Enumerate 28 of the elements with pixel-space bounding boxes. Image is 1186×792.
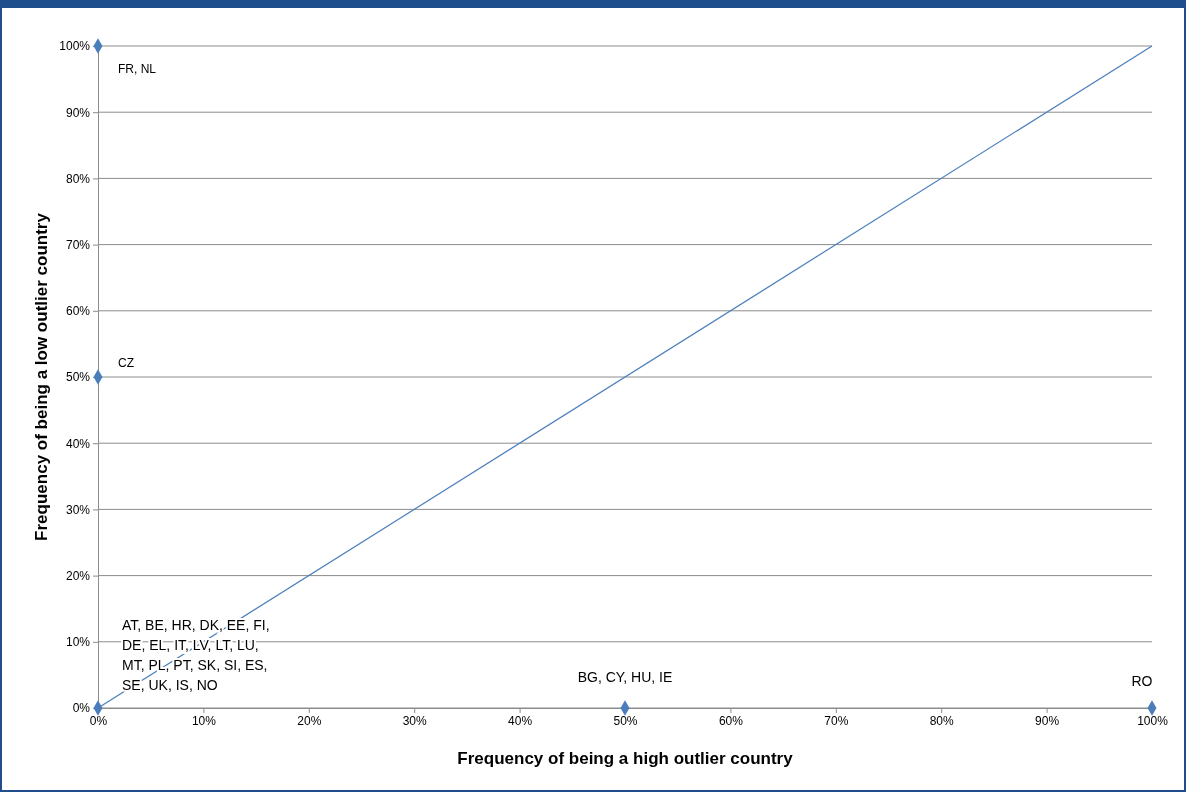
x-tick-label: 20% [297, 713, 322, 728]
y-tick-label: 50% [65, 370, 91, 385]
x-tick-label: 60% [718, 713, 744, 728]
x-tick-label: 40% [508, 713, 533, 728]
y-tick-label: 20% [65, 568, 91, 583]
annotation: FR, NL [118, 62, 157, 76]
x-tick-label: 90% [1035, 713, 1060, 728]
x-axis-title: Frequency of being a high outlier country [457, 749, 794, 768]
annotation: CZ [118, 356, 134, 370]
y-tick-label: 80% [65, 171, 91, 186]
x-tick-label: 0% [89, 713, 108, 728]
y-tick-label: 30% [65, 502, 91, 517]
y-tick-label: 90% [65, 105, 91, 120]
y-tick-label: 100% [59, 39, 91, 54]
y-tick-label: 10% [65, 635, 91, 650]
x-tick-label: 30% [402, 713, 428, 728]
x-tick-label: 50% [613, 713, 638, 728]
x-tick-label: 80% [929, 713, 955, 728]
x-tick-label: 100% [1137, 713, 1169, 728]
y-tick-label: 40% [65, 436, 91, 451]
x-tick-label: 70% [824, 713, 849, 728]
y-axis-title: Frequency of being a low outlier country [32, 212, 51, 541]
annotation: RO [1131, 673, 1153, 689]
annotation: BG, CY, HU, IE [577, 669, 673, 685]
y-tick-label: 60% [65, 304, 91, 319]
x-tick-label: 10% [191, 713, 217, 728]
y-tick-label: 70% [65, 237, 91, 252]
y-tick-label: 0% [72, 701, 91, 716]
